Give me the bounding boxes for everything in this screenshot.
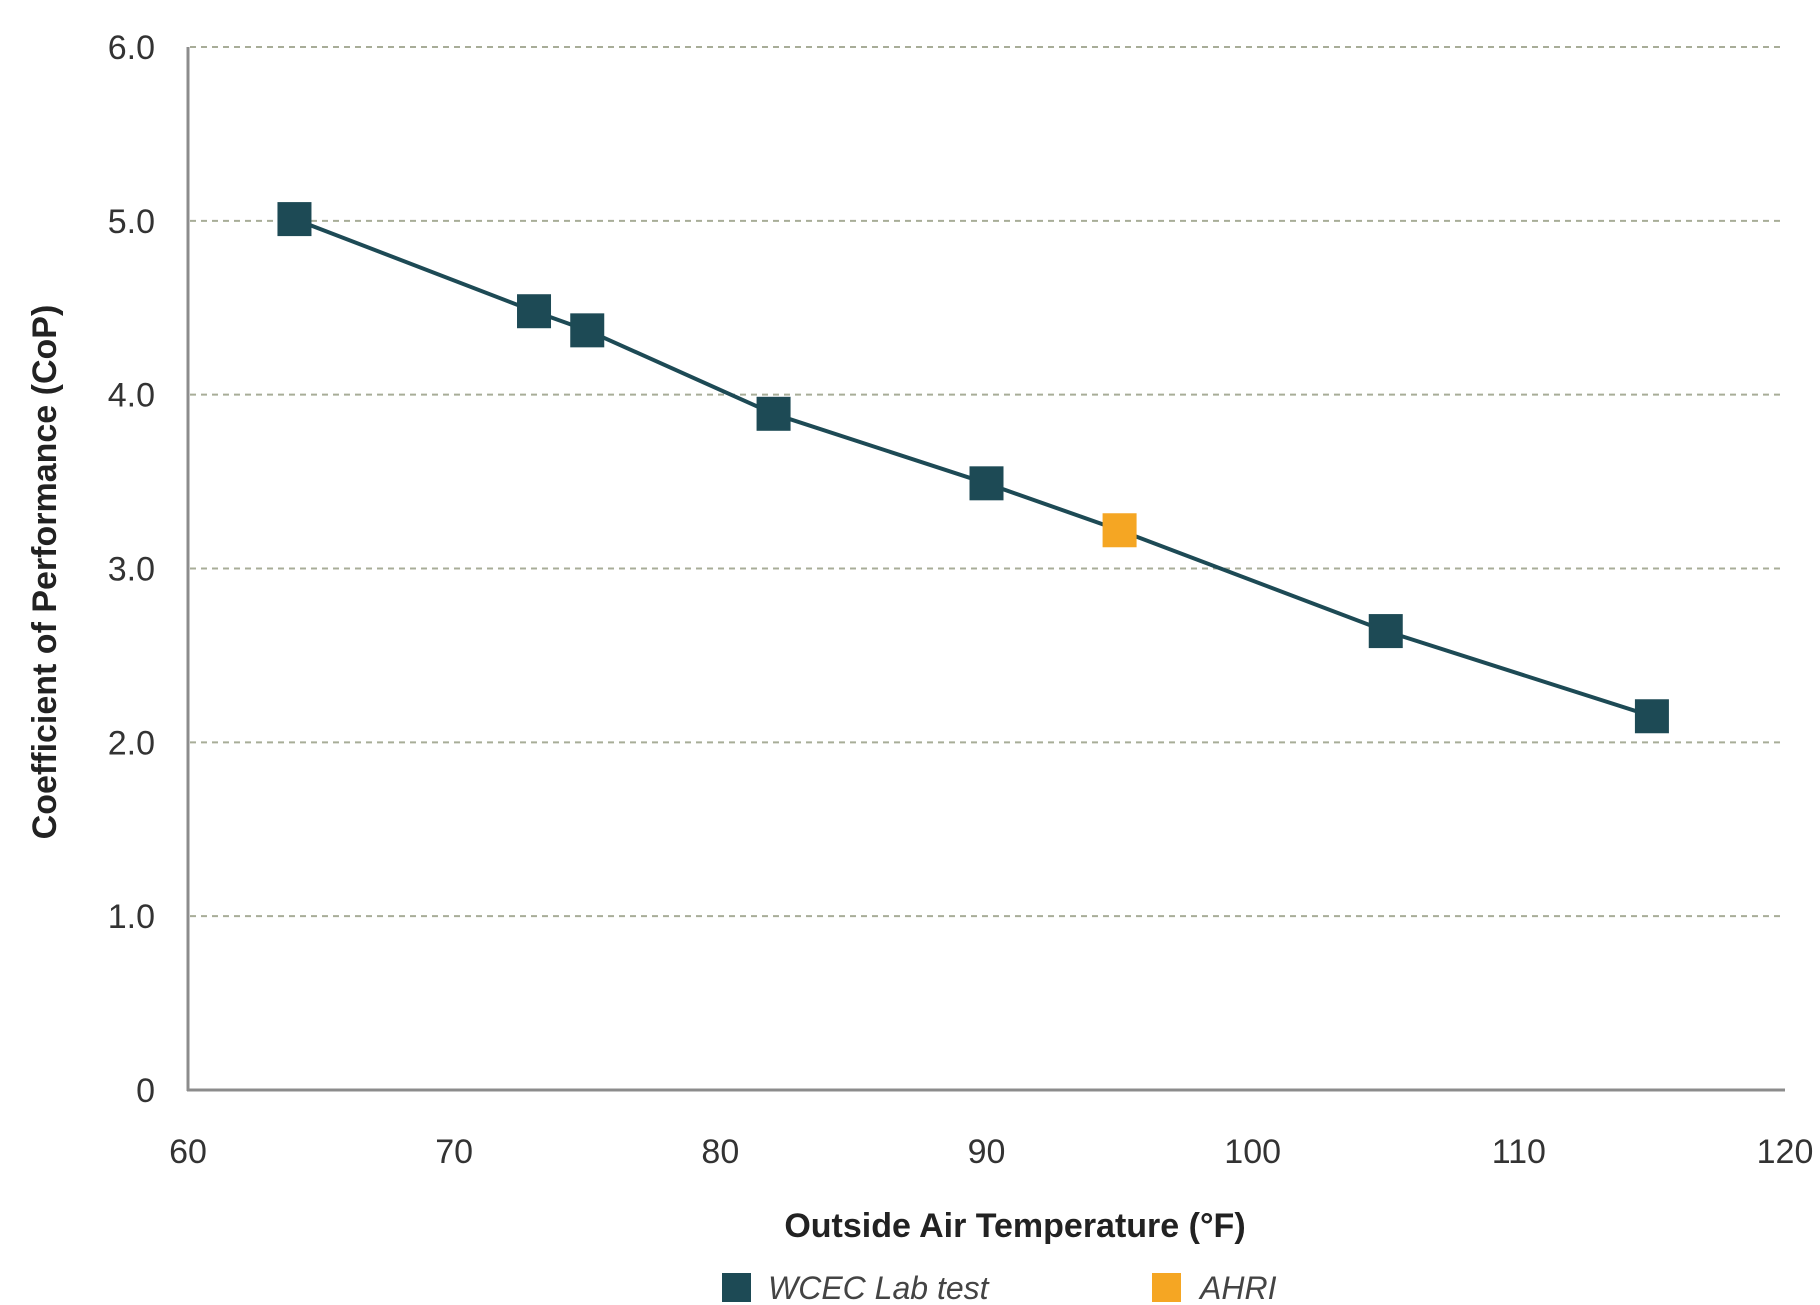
y-tick-labels: 0 1.0 2.0 3.0 4.0 5.0 6.0 [108, 29, 155, 1110]
y-tick-label-0: 0 [136, 1072, 155, 1110]
marker-series-0-point-1 [517, 294, 552, 329]
marker-series-0-point-2 [570, 313, 605, 348]
y-tick-label-2: 2.0 [108, 724, 155, 762]
y-tick-label-4: 4.0 [108, 377, 155, 415]
x-tick-label-3: 90 [968, 1133, 1006, 1171]
legend-label-1: AHRI [1198, 1270, 1277, 1305]
axes [186, 47, 1785, 1092]
marker-series-0-point-3 [756, 396, 791, 431]
x-axis-title: Outside Air Temperature (°F) [784, 1207, 1245, 1245]
x-tick-label-2: 80 [701, 1133, 739, 1171]
legend-swatch-1 [1152, 1273, 1181, 1302]
marker-series-0-point-6 [1634, 699, 1669, 734]
y-tick-label-3: 3.0 [108, 551, 155, 589]
data-markers [277, 202, 1669, 734]
x-tick-label-1: 70 [435, 1133, 473, 1171]
marker-series-0-point-4 [969, 466, 1004, 501]
marker-series-0-point-0 [277, 202, 312, 237]
grid-lines [190, 46, 1785, 918]
y-tick-label-5: 5.0 [108, 203, 155, 241]
x-tick-labels: 60 70 80 90 100 110 120 [169, 1133, 1813, 1171]
marker-series-1-point-0 [1102, 513, 1137, 548]
legend-label-0: WCEC Lab test [768, 1270, 990, 1305]
x-tick-label-4: 100 [1224, 1133, 1281, 1171]
y-tick-label-6: 6.0 [108, 29, 155, 67]
y-axis-title: Coefficient of Performance (CoP) [26, 305, 64, 840]
x-tick-label-0: 60 [169, 1133, 207, 1171]
marker-series-0-point-5 [1368, 614, 1403, 649]
legend-swatch-0 [722, 1273, 751, 1302]
y-tick-label-1: 1.0 [108, 898, 155, 936]
x-tick-label-6: 120 [1757, 1133, 1814, 1171]
x-tick-label-5: 110 [1492, 1133, 1546, 1171]
legend: WCEC Lab test AHRI [722, 1270, 1277, 1305]
